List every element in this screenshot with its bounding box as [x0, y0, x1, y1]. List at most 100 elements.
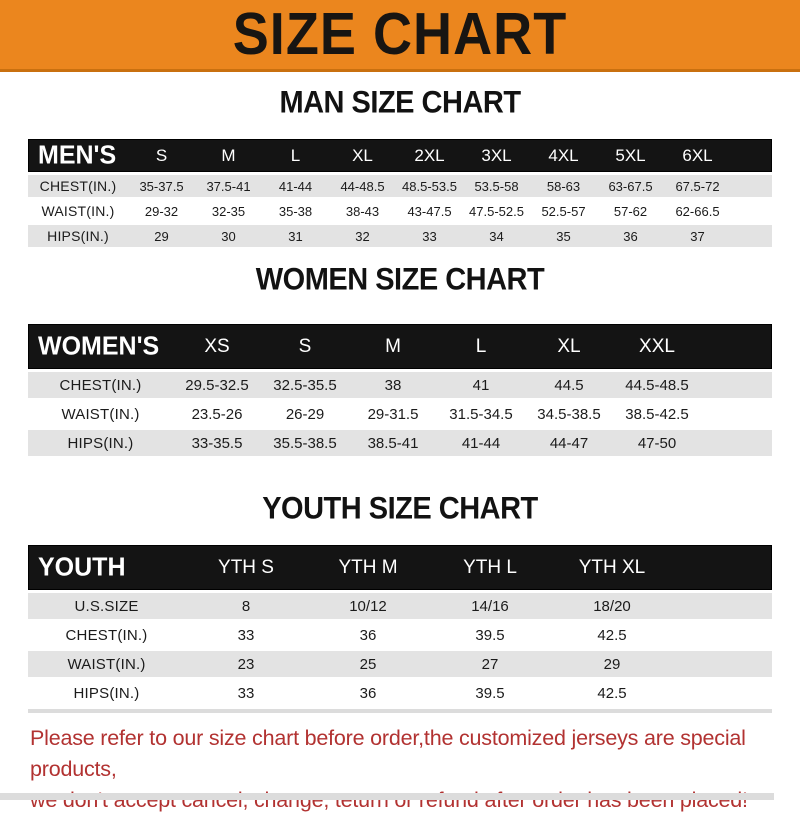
women-chest-row: CHEST(IN.) 29.5-32.5 32.5-35.5 38 41 44.5 44.… — [28, 372, 772, 398]
banner-title: SIZE CHART — [232, 1, 568, 68]
table-cell: 44-47 — [549, 434, 589, 452]
men-hips-row: HIPS(IN.) 29 30 31 32 33 34 35 36 37 — [28, 225, 772, 247]
table-cell: 8 — [241, 597, 251, 615]
table-cell: YTH S — [218, 556, 274, 578]
women-header-row: WOMEN'S XS S M L XL XXL — [28, 324, 772, 369]
table-cell: 29.5-32.5 — [185, 376, 249, 394]
table-cell: 35-38 — [278, 203, 313, 219]
table-cell: 29 — [603, 655, 621, 673]
table-cell: 38.5-41 — [367, 434, 419, 452]
table-cell: 44.5-48.5 — [625, 376, 689, 394]
table-cell: 35-37.5 — [139, 178, 184, 194]
table-cell: 6XL — [682, 145, 713, 165]
table-cell: 3XL — [481, 145, 512, 165]
table-cell: 42.5 — [597, 684, 627, 702]
table-cell: 29-31.5 — [367, 405, 419, 423]
table-cell: XS — [204, 335, 230, 357]
table-cell: 35 — [556, 228, 571, 244]
row-label: WAIST(IN.) — [61, 405, 140, 423]
youth-chest-row: CHEST(IN.) 33 36 39.5 42.5 — [28, 622, 772, 648]
table-cell: 29-32 — [144, 203, 179, 219]
women-hips-row: HIPS(IN.) 33-35.5 35.5-38.5 38.5-41 41-44 44… — [28, 430, 772, 456]
table-cell: 48.5-53.5 — [402, 178, 457, 194]
disclaimer-line-2: we don't accept cancel, change, teturn o… — [30, 788, 748, 812]
table-cell: 33 — [237, 684, 255, 702]
table-cell: 53.5-58 — [474, 178, 519, 194]
table-cell: 38-43 — [345, 203, 380, 219]
table-cell: M — [385, 335, 401, 357]
youth-corner-label: YOUTH — [38, 552, 126, 582]
table-cell: 29 — [154, 228, 169, 244]
men-header-row: MEN'S S M L XL 2XL 3XL 4XL 5XL 6XL — [28, 139, 772, 172]
table-cell: 27 — [481, 655, 499, 673]
table-cell: 39.5 — [475, 626, 505, 644]
table-cell: 31.5-34.5 — [449, 405, 513, 423]
men-size-table: MEN'S S M L XL 2XL 3XL 4XL 5XL 6XL CHEST(IN.) 35… — [28, 139, 772, 250]
table-cell: 36 — [359, 684, 377, 702]
table-cell: 10/12 — [349, 597, 387, 615]
table-cell: 2XL — [414, 145, 445, 165]
table-cell: 32 — [355, 228, 370, 244]
table-cell: 38.5-42.5 — [625, 405, 689, 423]
table-cell: 23.5-26 — [191, 405, 243, 423]
table-cell: 36 — [623, 228, 638, 244]
table-cell: 33 — [422, 228, 437, 244]
women-corner-label: WOMEN'S — [38, 331, 160, 361]
youth-waist-row: WAIST(IN.) 23 25 27 29 — [28, 651, 772, 677]
women-waist-row: WAIST(IN.) 23.5-26 26-29 29-31.5 31.5-34.5 3… — [28, 401, 772, 427]
table-cell: 30 — [221, 228, 236, 244]
table-cell: 34.5-38.5 — [537, 405, 601, 423]
youth-ussize-row: U.S.SIZE 8 10/12 14/16 18/20 — [28, 593, 772, 619]
disclaimer-line-1: Please refer to our size chart before or… — [30, 726, 746, 781]
table-cell: 33-35.5 — [191, 434, 243, 452]
table-cell: 41-44 — [461, 434, 501, 452]
table-cell: 25 — [359, 655, 377, 673]
men-corner-label: MEN'S — [38, 140, 117, 170]
table-cell: 58-63 — [546, 178, 581, 194]
disclaimer-note: Please refer to our size chart before or… — [30, 723, 775, 816]
table-cell: 26-29 — [285, 405, 325, 423]
table-cell: 47.5-52.5 — [469, 203, 524, 219]
table-cell: 41-44 — [278, 178, 313, 194]
men-waist-row: WAIST(IN.) 29-32 32-35 35-38 38-43 43-47.5 47… — [28, 200, 772, 222]
row-label: CHEST(IN.) — [39, 178, 117, 194]
row-label: WAIST(IN.) — [67, 655, 146, 673]
table-cell: 44-48.5 — [340, 178, 385, 194]
table-cell: 44.5 — [554, 376, 584, 394]
table-cell: 42.5 — [597, 626, 627, 644]
table-cell: 34 — [489, 228, 504, 244]
table-cell: 67.5-72 — [675, 178, 720, 194]
table-cell: 35.5-38.5 — [273, 434, 337, 452]
table-cell: 31 — [288, 228, 303, 244]
table-cell: 36 — [359, 626, 377, 644]
table-cell: 32-35 — [211, 203, 246, 219]
row-label: HIPS(IN.) — [67, 434, 134, 452]
row-label: HIPS(IN.) — [47, 228, 109, 244]
table-cell: S — [298, 335, 312, 357]
table-cell: 32.5-35.5 — [273, 376, 337, 394]
table-cell: 57-62 — [613, 203, 648, 219]
banner: SIZE CHART — [0, 0, 800, 72]
table-cell: YTH M — [338, 556, 398, 578]
table-cell: 33 — [237, 626, 255, 644]
table-cell: 18/20 — [593, 597, 631, 615]
table-cell: 52.5-57 — [541, 203, 586, 219]
table-cell: 41 — [472, 376, 490, 394]
table-bottom-rule — [28, 709, 772, 713]
table-cell: 4XL — [548, 145, 579, 165]
table-cell: 14/16 — [471, 597, 509, 615]
youth-header-row: YOUTH YTH S YTH M YTH L YTH XL — [28, 545, 772, 590]
youth-hips-row: HIPS(IN.) 33 36 39.5 42.5 — [28, 680, 772, 706]
table-cell: 62-66.5 — [675, 203, 720, 219]
table-cell: S — [155, 145, 168, 165]
table-cell: 23 — [237, 655, 255, 673]
table-cell: XXL — [639, 335, 675, 357]
table-cell: 39.5 — [475, 684, 505, 702]
row-label: WAIST(IN.) — [41, 203, 115, 219]
row-label: HIPS(IN.) — [73, 684, 140, 702]
table-cell: 5XL — [615, 145, 646, 165]
table-cell: 37.5-41 — [206, 178, 251, 194]
youth-section-heading: YOUTH SIZE CHART — [262, 491, 538, 527]
row-label: CHEST(IN.) — [65, 626, 148, 644]
table-cell: L — [290, 145, 301, 165]
